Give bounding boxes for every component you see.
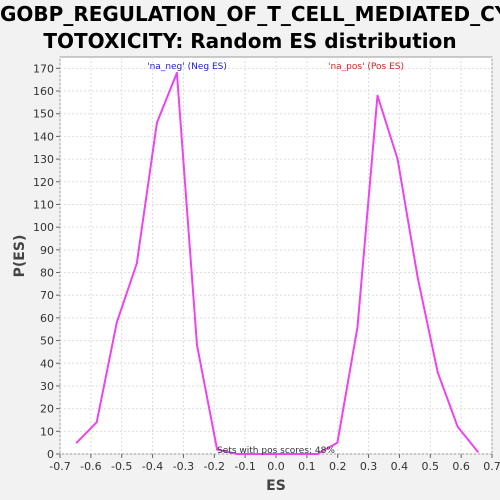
y-tick-label: 10: [40, 425, 54, 438]
series-points: [75, 71, 479, 455]
data-point: [216, 448, 219, 451]
x-tick-label: -0.1: [234, 460, 255, 473]
x-axis-title: ES: [266, 478, 286, 494]
y-axis-title: P(ES): [12, 235, 28, 278]
data-point: [316, 453, 319, 455]
y-tick-label: 30: [40, 380, 54, 393]
x-tick-label: 0.5: [422, 460, 440, 473]
x-tick-label: 0.1: [298, 460, 316, 473]
x-tick-label: -0.3: [173, 460, 194, 473]
data-point: [236, 453, 239, 455]
data-point: [95, 421, 98, 424]
x-axis: -0.7 -0.6 -0.5 -0.4 -0.3 -0.2 -0.1 0.0 0.1 0.2 0.3…: [49, 454, 500, 473]
x-tick-label: 0.3: [360, 460, 378, 473]
y-tick-label: 160: [33, 85, 54, 98]
x-tick-label: -0.4: [142, 460, 163, 473]
data-point: [396, 158, 399, 161]
x-tick-label: -0.2: [204, 460, 225, 473]
data-point: [256, 453, 259, 455]
x-tick-label: 0.2: [329, 460, 347, 473]
data-point: [296, 453, 299, 455]
y-axis: 0 10 20 30 40 50 60 70 80 90 100 110 120 130 140 150 160…: [33, 62, 60, 461]
data-point: [476, 450, 479, 453]
data-point: [75, 441, 78, 444]
data-point: [336, 441, 339, 444]
y-tick-label: 0: [47, 448, 54, 461]
y-tick-label: 150: [33, 108, 54, 121]
data-point: [175, 71, 178, 74]
x-tick-label: 0.4: [391, 460, 409, 473]
annotation-pos: 'na_pos' (Pos ES): [328, 62, 404, 72]
y-tick-label: 40: [40, 357, 54, 370]
y-tick-label: 120: [33, 176, 54, 189]
plot-area: [59, 56, 493, 455]
annotation-pos-scores: Sets with pos scores: 48%: [217, 446, 335, 456]
data-point: [436, 371, 439, 374]
y-tick-label: 100: [33, 221, 54, 234]
y-tick-label: 90: [40, 244, 54, 257]
x-tick-label: -0.6: [80, 460, 101, 473]
data-point: [155, 121, 158, 124]
y-tick-label: 80: [40, 267, 54, 280]
data-point: [135, 262, 138, 265]
data-point: [115, 321, 118, 324]
data-point: [416, 276, 419, 279]
grid-lines: [59, 57, 493, 455]
y-tick-label: 140: [33, 130, 54, 143]
y-tick-label: 110: [33, 198, 54, 211]
y-tick-label: 130: [33, 153, 54, 166]
data-point: [376, 94, 379, 97]
data-point: [356, 325, 359, 328]
y-tick-label: 50: [40, 335, 54, 348]
x-tick-label: -0.7: [49, 460, 70, 473]
chart-title: GOBP_REGULATION_OF_T_CELL_MEDIATED_CY TO…: [0, 1, 500, 55]
x-tick-label: 0.0: [267, 460, 285, 473]
y-tick-label: 70: [40, 289, 54, 302]
y-tick-label: 60: [40, 312, 54, 325]
x-tick-label: 0.7: [483, 460, 500, 473]
x-tick-label: -0.5: [111, 460, 132, 473]
x-tick-label: 0.6: [452, 460, 470, 473]
data-point: [196, 344, 199, 347]
y-tick-label: 170: [33, 62, 54, 75]
chart-title-line-1: GOBP_REGULATION_OF_T_CELL_MEDIATED_CY: [0, 2, 500, 26]
chart-title-line-2: TOTOXICITY: Random ES distribution: [43, 29, 457, 53]
data-point: [456, 425, 459, 428]
y-tick-label: 20: [40, 403, 54, 416]
annotation-neg: 'na_neg' (Neg ES): [147, 62, 227, 72]
data-point: [276, 453, 279, 455]
